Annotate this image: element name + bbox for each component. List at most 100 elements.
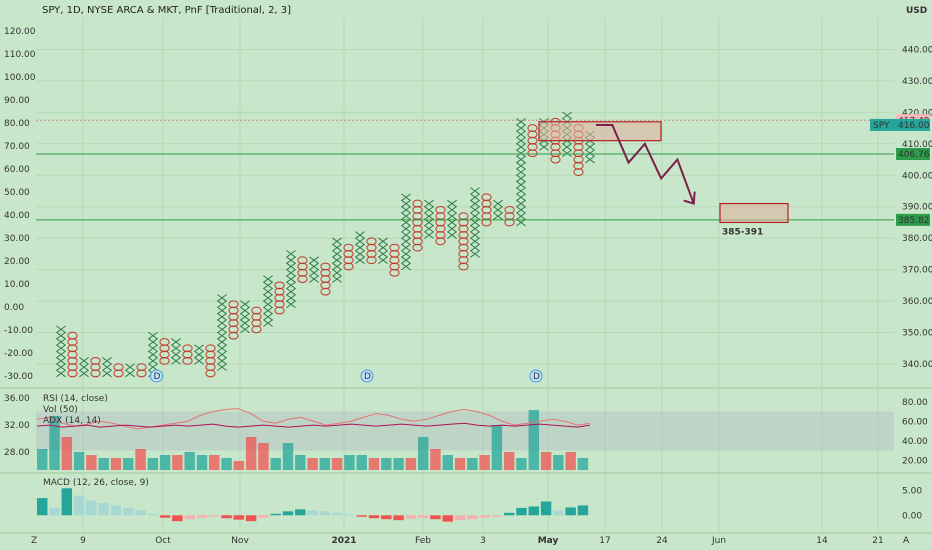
macd-bar: [282, 511, 294, 516]
projection-path[interactable]: [596, 123, 695, 204]
pnf-x-mark: [286, 275, 296, 283]
pnf-x-mark: [263, 313, 273, 321]
pnf-o-mark: [320, 268, 331, 277]
macd-bar: [49, 507, 60, 516]
series-label-bg: [870, 118, 896, 131]
volume-bar: [196, 455, 208, 470]
target-zone-box[interactable]: [719, 202, 789, 224]
time-axis[interactable]: 9 Oct Nov 2021 Feb 3 May 17 24 Jun 14 21: [0, 532, 932, 546]
pnf-x-mark: [401, 256, 411, 264]
pnf-o-mark: [67, 338, 78, 346]
pnf-o-mark: [458, 256, 469, 265]
volume-bar: [159, 455, 171, 470]
macd-pane[interactable]: MACD (12, 26, close, 9) 0.00 5.00: [0, 472, 932, 522]
macd-bar: [86, 500, 97, 516]
pnf-x-mark: [56, 325, 66, 334]
volume-bar: [233, 461, 245, 470]
macd-legend: MACD (12, 26, close, 9): [43, 478, 149, 488]
pnf-o-mark: [113, 363, 124, 372]
dividend-marker[interactable]: [529, 369, 543, 383]
pnf-x-mark: [148, 344, 158, 353]
pnf-o-mark: [527, 149, 538, 158]
volume-bar: [393, 458, 404, 470]
pnf-o-mark: [297, 262, 308, 271]
pnf-o-mark: [481, 218, 492, 227]
volume-bar: [491, 425, 503, 470]
pnf-column-o: [159, 338, 170, 365]
pnf-column-x: [125, 363, 135, 378]
pnf-x-mark: [217, 325, 227, 334]
series-label: SPY: [873, 121, 890, 131]
pnf-o-mark: [205, 356, 216, 365]
pnf-column-o: [435, 205, 446, 246]
macd-bar: [565, 507, 576, 516]
macd-bar: [172, 515, 183, 522]
time-axis-label: 9: [80, 536, 86, 546]
pnf-x-mark: [56, 369, 66, 378]
pnf-x-mark: [401, 224, 411, 233]
price-axis-bg: [894, 0, 932, 532]
time-axis-label: 21: [872, 536, 883, 546]
time-axis-corner-right[interactable]: A: [903, 536, 910, 546]
time-axis-label: Feb: [415, 536, 431, 546]
pnf-column-o: [389, 243, 400, 277]
volume-bar: [467, 458, 478, 470]
pnf-o-mark: [274, 287, 285, 296]
pnf-o-mark: [573, 161, 584, 170]
pnf-x-mark: [516, 124, 526, 132]
pnf-x-mark: [516, 199, 526, 208]
pnf-column-o: [251, 306, 262, 334]
pnf-column-o: [113, 363, 124, 378]
rsi-vol-adx-pane[interactable]: RSI (14, close)Vol (50)ADX (14, 14) 28.00…: [0, 387, 932, 470]
indicator-right-tick: 80.00: [902, 398, 928, 408]
pnf-x-mark: [516, 117, 526, 126]
pnf-o-mark: [67, 344, 78, 353]
pnf-o-mark: [136, 369, 147, 378]
pnf-o-mark: [67, 356, 78, 365]
pnf-column-x: [332, 237, 342, 283]
dividend-marker[interactable]: [150, 369, 163, 383]
pnf-o-mark: [435, 218, 446, 227]
volume-bar: [295, 455, 306, 470]
current-zone-box[interactable]: [538, 121, 662, 142]
pnf-column-x: [401, 193, 411, 271]
time-axis-corner-left[interactable]: Z: [31, 536, 37, 546]
pnf-o-mark: [205, 350, 216, 359]
pnf-x-mark: [424, 224, 434, 233]
pnf-o-mark: [366, 237, 377, 246]
pnf-o-mark: [573, 168, 584, 177]
pnf-x-mark: [286, 294, 296, 302]
macd-bar: [307, 510, 318, 516]
pnf-column-x: [378, 237, 388, 264]
pnf-x-mark: [516, 180, 526, 189]
pnf-o-mark: [504, 205, 515, 214]
macd-bar: [454, 515, 466, 521]
pnf-o-mark: [458, 237, 469, 246]
pnf-o-mark: [274, 281, 285, 290]
left-axis-tick: -20.00: [4, 349, 33, 359]
pnf-o-mark: [205, 369, 216, 378]
volume-bar: [135, 449, 146, 470]
price-axis-tick: 370.00: [902, 266, 932, 276]
pnf-column-x: [148, 331, 158, 378]
price-axis[interactable]: 340.00 350.00 360.00 370.00 380.00 390.00 400.…: [870, 0, 932, 532]
macd-bar: [319, 511, 331, 516]
pnf-x-mark: [56, 363, 66, 371]
pnf-x-mark: [493, 199, 503, 208]
dividend-marker[interactable]: [360, 369, 374, 383]
left-axis-tick: 50.00: [4, 188, 30, 198]
macd-bar: [98, 503, 109, 516]
macd-bar: [196, 515, 208, 518]
pnf-x-mark: [470, 224, 480, 233]
pnf-o-mark: [458, 224, 469, 233]
pnf-x-mark: [309, 262, 319, 271]
pnf-x-mark: [447, 212, 457, 220]
pnf-x-mark: [171, 338, 181, 346]
pnf-x-mark: [493, 206, 503, 214]
pnf-o-mark: [320, 262, 331, 271]
price-axis-tick: 400.00: [902, 171, 932, 181]
pnf-o-mark: [205, 363, 216, 372]
pnf-o-mark: [389, 243, 400, 252]
pnf-o-mark: [389, 256, 400, 265]
